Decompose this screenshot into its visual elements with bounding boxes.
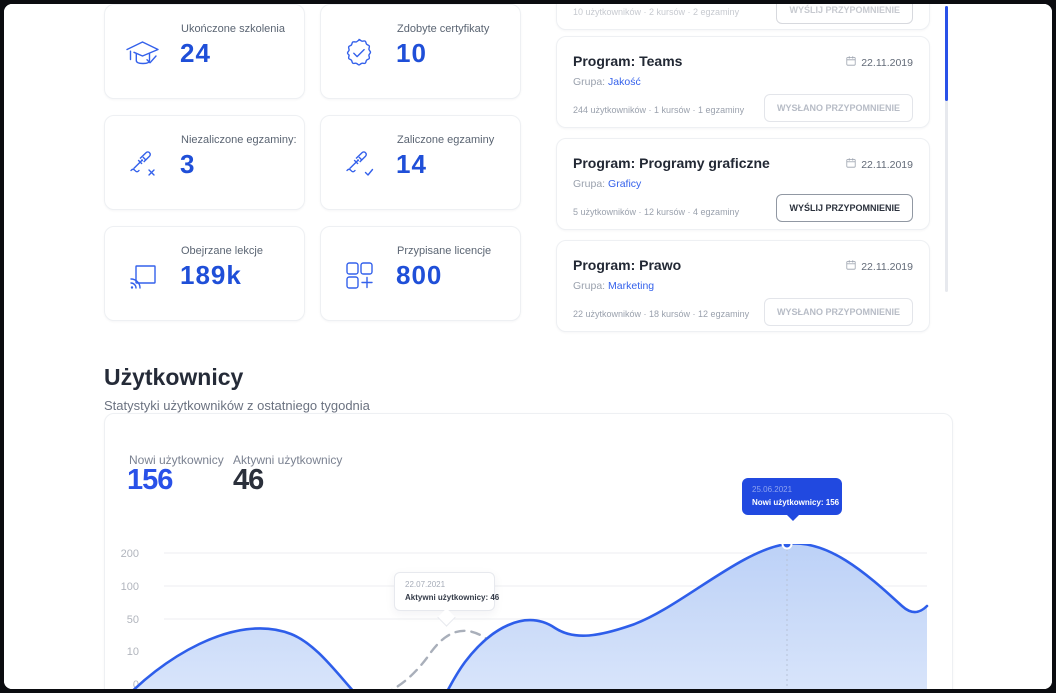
svg-text:200: 200 [121,548,139,560]
svg-text:50: 50 [127,614,139,626]
svg-text:100: 100 [121,581,139,593]
svg-text:10: 10 [127,646,139,658]
